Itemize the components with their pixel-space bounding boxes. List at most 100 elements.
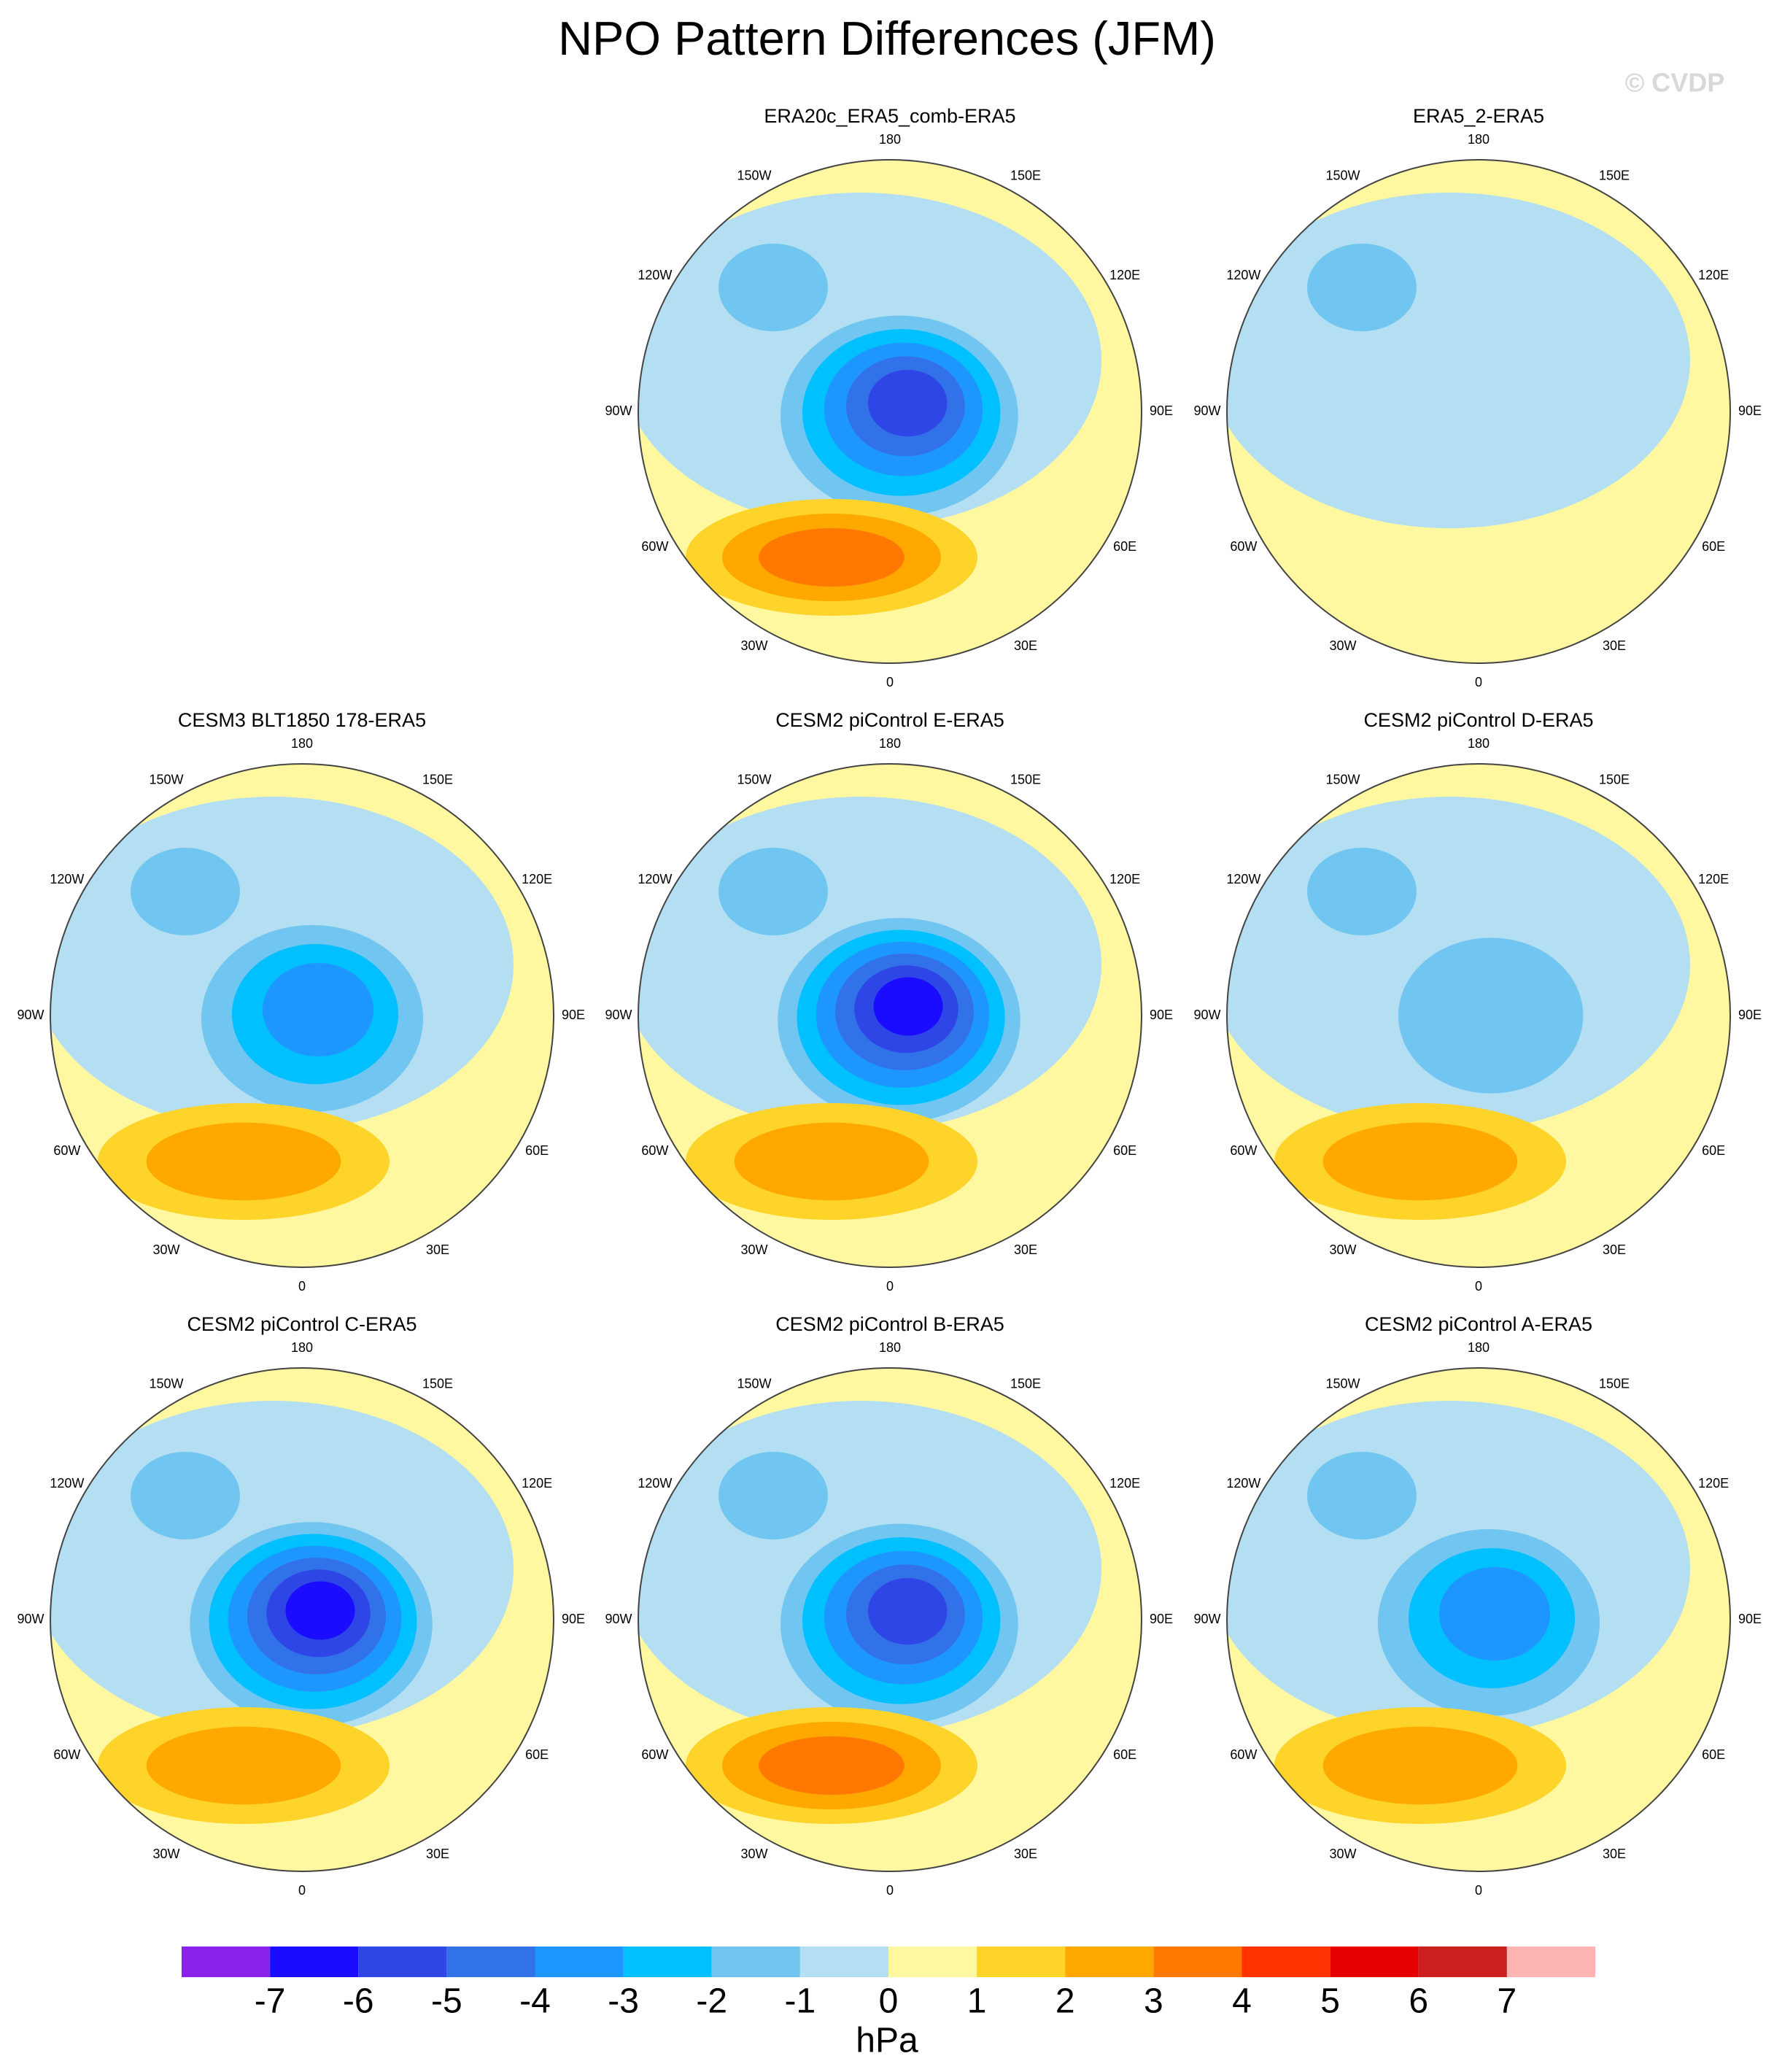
longitude-label: 60E — [525, 1747, 549, 1762]
colorbar-tick-label: 4 — [1232, 1982, 1252, 2021]
map-border — [1226, 763, 1731, 1268]
field-region — [285, 1581, 355, 1640]
longitude-label: 150E — [1010, 1377, 1041, 1391]
longitude-label: 90W — [1193, 1612, 1220, 1626]
colorbar-tick-label: -3 — [608, 1982, 639, 2021]
longitude-label: 120W — [1226, 268, 1260, 282]
longitude-label: 180 — [291, 736, 313, 751]
longitude-label: 120E — [1698, 872, 1729, 886]
longitude-label: 60W — [641, 1747, 668, 1762]
longitude-label: 90E — [1150, 1008, 1173, 1022]
longitude-label: 150W — [737, 169, 771, 183]
longitude-label: 150W — [1325, 773, 1360, 787]
longitude-label: 90W — [17, 1008, 44, 1022]
longitude-label: 30W — [152, 1242, 179, 1257]
longitude-label: 60W — [1230, 539, 1257, 554]
map-border — [50, 763, 554, 1268]
longitude-label: 180 — [291, 1340, 313, 1355]
colorbar-box — [358, 1947, 447, 1977]
longitude-label: 120E — [522, 1476, 552, 1491]
map-field — [638, 1368, 1142, 1871]
longitude-label: 30W — [740, 1242, 767, 1257]
colorbar-box — [623, 1947, 712, 1977]
panel-title: CESM2 piControl E-ERA5 — [775, 709, 1004, 731]
field-region — [759, 1736, 905, 1795]
longitude-label: 30W — [1329, 1847, 1356, 1861]
field-region — [131, 1452, 240, 1539]
longitude-label: 120E — [1698, 1476, 1729, 1491]
longitude-label: 60E — [525, 1143, 549, 1158]
map-panel: ERA5_2-ERA5 180 150E 120E 90E 60E 30E 0 30W 60W 90… — [1193, 105, 1762, 689]
map-border — [638, 763, 1142, 1268]
longitude-label: 150E — [422, 773, 453, 787]
longitude-label: 150W — [737, 1377, 771, 1391]
map-panel: CESM2 piControl B-ERA5 180 150E 120E 90E 60E 3… — [605, 1313, 1173, 1898]
longitude-label: 90E — [1738, 1612, 1762, 1626]
longitude-label: 30E — [1014, 638, 1037, 653]
panel-title: CESM2 piControl C-ERA5 — [187, 1313, 417, 1335]
colorbar-tick-label: -5 — [431, 1982, 462, 2021]
longitude-label: 0 — [886, 675, 894, 689]
longitude-label: 120W — [638, 872, 672, 886]
panel-title: ERA5_2-ERA5 — [1413, 105, 1544, 127]
longitude-label: 180 — [879, 132, 901, 147]
longitude-label: 30E — [1014, 1242, 1037, 1257]
map-field — [1227, 1368, 1730, 1871]
longitude-label: 150W — [737, 773, 771, 787]
longitude-label: 30E — [426, 1847, 449, 1861]
longitude-label: 120W — [1226, 1476, 1260, 1491]
colorbar-box — [535, 1947, 624, 1977]
longitude-label: 60E — [1702, 539, 1725, 554]
longitude-label: 60W — [1230, 1143, 1257, 1158]
longitude-label: 180 — [1468, 736, 1490, 751]
colorbar-tick-label: -2 — [696, 1982, 727, 2021]
colorbar-box — [1242, 1947, 1330, 1977]
longitude-label: 30E — [426, 1242, 449, 1257]
longitude-label: 90W — [605, 403, 632, 418]
field-region — [131, 848, 240, 935]
map-border — [1226, 159, 1731, 664]
colorbar-box — [270, 1947, 359, 1977]
longitude-label: 0 — [1475, 1279, 1482, 1294]
longitude-label: 90W — [17, 1612, 44, 1626]
longitude-label: 60W — [641, 539, 668, 554]
longitude-label: 120E — [1698, 268, 1729, 282]
panel-title: CESM2 piControl A-ERA5 — [1365, 1313, 1592, 1335]
longitude-label: 30W — [152, 1847, 179, 1861]
field-region — [1227, 193, 1690, 528]
map-field — [638, 764, 1142, 1267]
longitude-label: 90E — [1738, 403, 1762, 418]
longitude-label: 90E — [1150, 1612, 1173, 1626]
longitude-label: 0 — [1475, 1883, 1482, 1898]
map-panel: CESM2 piControl C-ERA5 180 150E 120E 90E 60E 3… — [17, 1313, 585, 1898]
longitude-label: 120W — [1226, 872, 1260, 886]
longitude-label: 60E — [1702, 1143, 1725, 1158]
field-region — [868, 369, 948, 437]
field-region — [263, 963, 373, 1056]
colorbar-tick-label: 7 — [1498, 1982, 1517, 2021]
longitude-label: 150E — [1010, 773, 1041, 787]
longitude-label: 0 — [298, 1883, 306, 1898]
longitude-label: 120W — [50, 1476, 84, 1491]
longitude-label: 150W — [1325, 169, 1360, 183]
colorbar-tick-label: 6 — [1409, 1982, 1428, 2021]
map-panel: CESM2 piControl E-ERA5 180 150E 120E 90E 60E 3… — [605, 709, 1173, 1294]
colorbar-tick-label: 2 — [1056, 1982, 1075, 2021]
colorbar-box — [446, 1947, 535, 1977]
field-region — [718, 848, 828, 935]
longitude-label: 90W — [1193, 403, 1220, 418]
longitude-label: 30E — [1603, 1242, 1626, 1257]
longitude-label: 120E — [1109, 1476, 1140, 1491]
field-region — [1322, 1122, 1518, 1201]
map-panel: CESM2 piControl A-ERA5 180 150E 120E 90E 60E 3… — [1193, 1313, 1762, 1898]
field-region — [1439, 1567, 1550, 1661]
longitude-label: 60E — [1113, 1747, 1136, 1762]
map-field — [1227, 160, 1730, 663]
longitude-label: 60W — [53, 1747, 80, 1762]
longitude-label: 150W — [1325, 1377, 1360, 1391]
longitude-label: 150W — [149, 1377, 183, 1391]
panel-title: CESM2 piControl D-ERA5 — [1363, 709, 1593, 731]
map-panel: ERA20c_ERA5_comb-ERA5 180 150E 120E 90E 60E 30… — [605, 105, 1173, 689]
longitude-label: 60E — [1113, 539, 1136, 554]
